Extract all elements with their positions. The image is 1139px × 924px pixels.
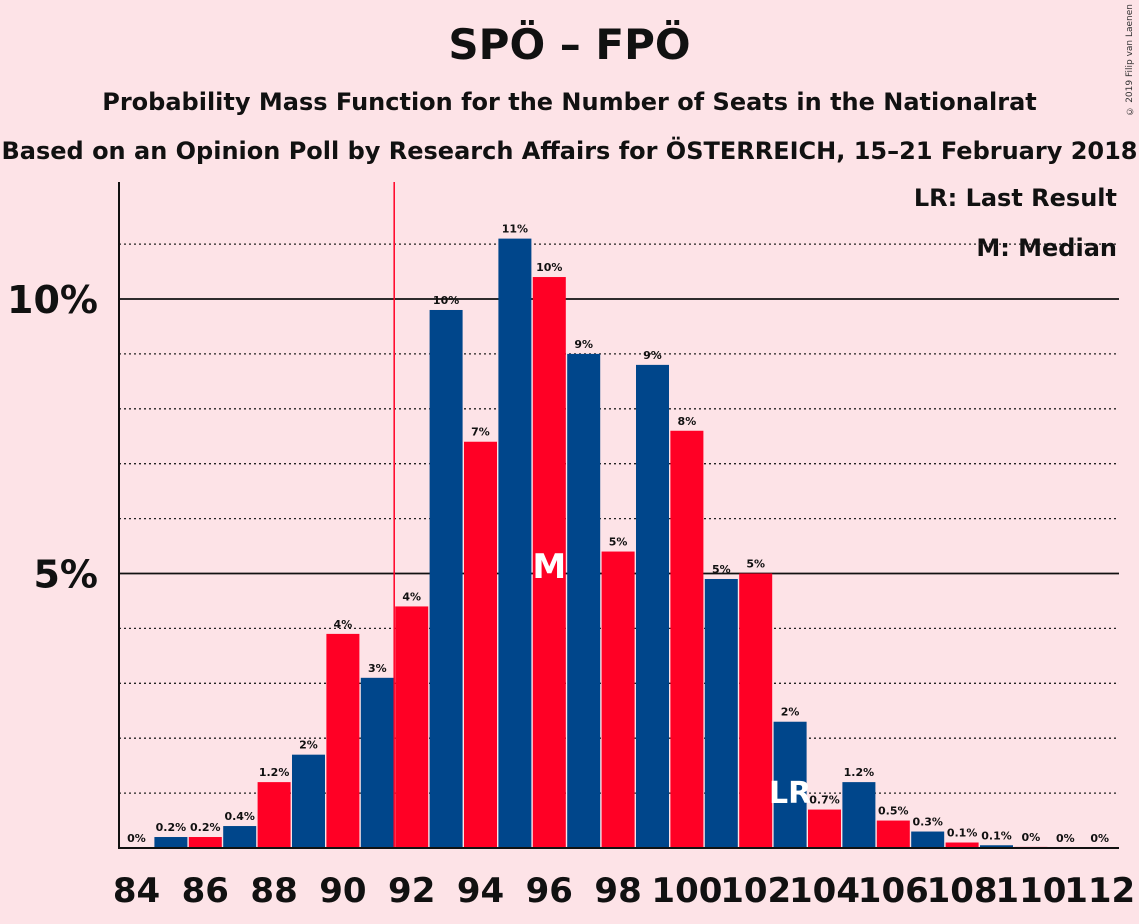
bar-seat-103 xyxy=(773,721,807,848)
x-tick-label: 98 xyxy=(594,871,641,911)
data-label-seat-104: 0.7% xyxy=(809,794,840,807)
bar-seat-99 xyxy=(636,364,669,848)
data-label-seat-107: 0.3% xyxy=(912,816,943,829)
bar-seat-101 xyxy=(704,578,738,848)
last-result-marker: LR xyxy=(769,776,811,811)
x-tick-label: 96 xyxy=(526,871,573,911)
bar-seat-93 xyxy=(429,309,463,849)
bar-seat-105 xyxy=(842,782,876,848)
x-tick-label: 86 xyxy=(182,871,229,911)
data-label-seat-89: 2% xyxy=(299,739,318,752)
data-label-seat-87: 0.4% xyxy=(224,810,255,823)
data-label-seat-100: 8% xyxy=(678,415,697,428)
x-tick-label: 102 xyxy=(720,871,791,911)
bar-seat-86 xyxy=(188,837,222,848)
x-tick-label: 94 xyxy=(457,871,504,911)
data-label-seat-98: 5% xyxy=(609,536,628,549)
bar-seat-106 xyxy=(876,820,910,848)
bar-seat-95 xyxy=(498,238,532,849)
data-label-seat-105: 1.2% xyxy=(844,766,875,779)
data-label-seat-91: 3% xyxy=(368,662,387,675)
legend-last-result: LR: Last Result xyxy=(913,184,1117,212)
data-label-seat-109: 0.1% xyxy=(981,829,1012,842)
bar-seat-90 xyxy=(326,633,360,848)
y-tick-label: 5% xyxy=(33,553,98,597)
bar-seat-100 xyxy=(670,430,704,848)
bar-seat-107 xyxy=(911,831,945,848)
bar-seat-102 xyxy=(739,573,773,848)
x-tick-label: 100 xyxy=(651,871,722,911)
data-label-seat-112: 0% xyxy=(1090,832,1109,845)
data-label-seat-102: 5% xyxy=(746,558,765,571)
bar-seat-96 xyxy=(532,277,566,848)
data-label-seat-111: 0% xyxy=(1056,832,1075,845)
data-label-seat-95: 11% xyxy=(502,223,528,236)
x-tick-label: 84 xyxy=(113,871,160,911)
bar-seat-85 xyxy=(154,837,188,848)
bar-seat-87 xyxy=(223,826,257,848)
bar-seat-109 xyxy=(980,845,1013,848)
data-label-seat-97: 9% xyxy=(574,338,593,351)
bar-seat-98 xyxy=(601,551,635,848)
data-label-seat-94: 7% xyxy=(471,426,490,439)
data-label-seat-93: 10% xyxy=(433,294,459,307)
x-tick-label: 104 xyxy=(789,871,860,911)
x-tick-label: 110 xyxy=(995,871,1066,911)
x-tick-label: 112 xyxy=(1064,871,1135,911)
data-label-seat-90: 4% xyxy=(334,618,353,631)
data-label-seat-110: 0% xyxy=(1022,831,1041,844)
data-label-seat-108: 0.1% xyxy=(947,827,978,840)
data-label-seat-85: 0.2% xyxy=(156,821,187,834)
bar-seat-104 xyxy=(808,809,841,848)
chart-subtitle-source: Based on an Opinion Poll by Research Aff… xyxy=(1,137,1138,165)
bar-seat-94 xyxy=(464,441,497,848)
x-tick-label: 88 xyxy=(250,871,297,911)
x-tick-label: 90 xyxy=(319,871,366,911)
data-label-seat-103: 2% xyxy=(781,706,800,719)
data-label-seat-88: 1.2% xyxy=(259,766,290,779)
legend-median: M: Median xyxy=(976,234,1117,262)
data-label-seat-106: 0.5% xyxy=(878,805,909,818)
bar-seat-108 xyxy=(945,842,979,848)
x-tick-label: 92 xyxy=(388,871,435,911)
data-label-seat-96: 10% xyxy=(536,261,562,274)
chart-subtitle: Probability Mass Function for the Number… xyxy=(102,88,1037,116)
x-tick-label: 108 xyxy=(927,871,998,911)
y-tick-label: 10% xyxy=(7,278,98,322)
data-label-seat-99: 9% xyxy=(643,349,662,362)
data-label-seat-101: 5% xyxy=(712,563,731,576)
data-label-seat-86: 0.2% xyxy=(190,821,221,834)
chart-title: SPÖ – FPÖ xyxy=(448,20,691,69)
data-label-seat-84: 0% xyxy=(127,832,146,845)
x-tick-label: 106 xyxy=(858,871,929,911)
data-label-seat-92: 4% xyxy=(402,590,421,603)
median-marker: M xyxy=(532,547,566,587)
bar-seat-88 xyxy=(257,782,291,848)
bar-seat-92 xyxy=(395,606,429,848)
bar-seat-97 xyxy=(567,353,601,848)
bar-seat-89 xyxy=(292,754,325,848)
bar-seat-91 xyxy=(360,677,394,848)
